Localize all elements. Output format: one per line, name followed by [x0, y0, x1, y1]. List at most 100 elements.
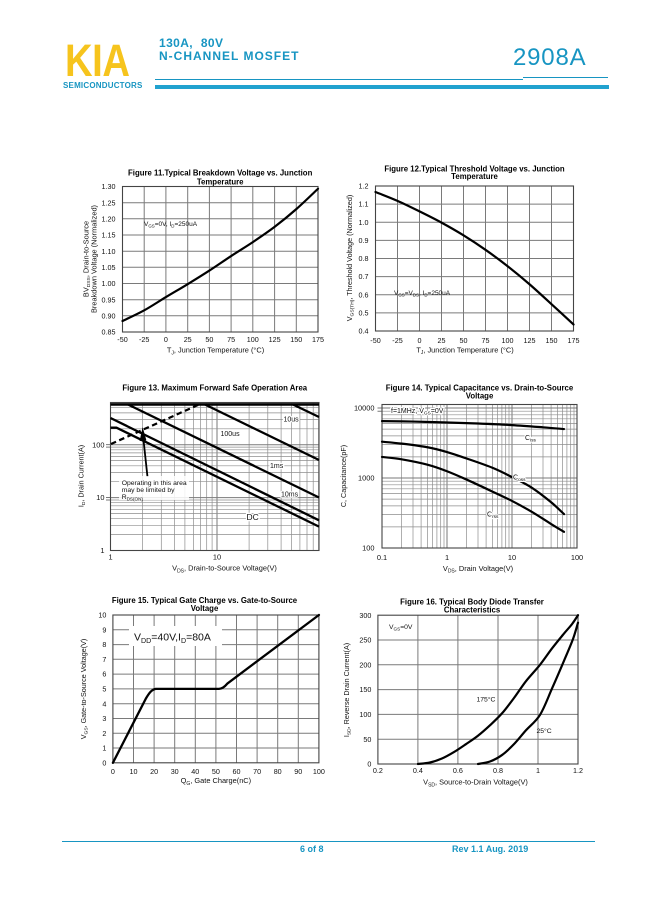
- svg-text:Figure 16. Typical Body Diode: Figure 16. Typical Body Diode Transfer: [400, 598, 544, 607]
- svg-text:Voltage: Voltage: [191, 604, 219, 613]
- svg-text:0.6: 0.6: [453, 766, 463, 775]
- svg-text:0.85: 0.85: [102, 328, 116, 337]
- svg-text:VGS(TH)​, Threshold Voltage (N: VGS(TH)​, Threshold Voltage (Normalized): [345, 195, 356, 322]
- svg-text:Operating in this area: Operating in this area: [122, 480, 187, 487]
- svg-text:10: 10: [96, 493, 104, 502]
- svg-text:75: 75: [227, 335, 235, 344]
- svg-text:1: 1: [445, 553, 449, 562]
- svg-text:VDD​=40V,ID​=80A: VDD​=40V,ID​=80A: [134, 631, 211, 645]
- svg-text:1.1: 1.1: [359, 200, 369, 209]
- svg-text:DC: DC: [247, 512, 259, 522]
- svg-text:TJ​, Junction Temperature (°C): TJ​, Junction Temperature (°C): [416, 345, 513, 356]
- svg-text:0.95: 0.95: [102, 295, 116, 304]
- svg-text:25°C: 25°C: [537, 727, 552, 735]
- svg-text:Figure 13. Maximum Forward Saf: Figure 13. Maximum Forward Safe Operatio…: [122, 384, 307, 393]
- svg-text:may be limited by: may be limited by: [122, 487, 175, 494]
- svg-text:QG​, Gate Charge(nC): QG​, Gate Charge(nC): [181, 776, 251, 787]
- svg-text:50: 50: [205, 335, 213, 344]
- svg-text:RDS(ON)​: RDS(ON)​: [122, 494, 144, 502]
- svg-text:VGS​=0V, ID​=250uA: VGS​=0V, ID​=250uA: [144, 221, 198, 229]
- svg-text:10000: 10000: [354, 404, 375, 413]
- svg-text:250: 250: [359, 636, 371, 645]
- svg-text:0: 0: [102, 758, 106, 767]
- svg-text:10us: 10us: [284, 417, 300, 424]
- svg-text:1.2: 1.2: [573, 766, 583, 775]
- svg-text:VGS​, Gate-to-Source Voltage(V: VGS​, Gate-to-Source Voltage(V): [79, 639, 90, 740]
- svg-text:0.90: 0.90: [102, 311, 116, 320]
- svg-text:0.1: 0.1: [377, 553, 387, 562]
- svg-text:150: 150: [546, 336, 558, 345]
- svg-text:1: 1: [102, 744, 106, 753]
- svg-text:5: 5: [102, 685, 106, 694]
- svg-text:1.05: 1.05: [102, 263, 116, 272]
- svg-text:0.5: 0.5: [359, 309, 369, 318]
- svg-text:1.00: 1.00: [102, 279, 116, 288]
- svg-text:100: 100: [92, 440, 104, 449]
- svg-text:-25: -25: [139, 335, 149, 344]
- svg-text:1.10: 1.10: [102, 247, 116, 256]
- svg-text:10ms: 10ms: [281, 492, 299, 499]
- svg-text:Figure 15. Typical Gate Charge: Figure 15. Typical Gate Charge vs. Gate-…: [112, 596, 298, 605]
- svg-text:1.20: 1.20: [102, 214, 116, 223]
- svg-text:10: 10: [213, 553, 221, 562]
- svg-text:100: 100: [571, 553, 583, 562]
- svg-text:20: 20: [150, 767, 158, 776]
- svg-text:VDS​, Drain-to-Source Voltage(: VDS​, Drain-to-Source Voltage(V): [172, 564, 277, 575]
- svg-text:30: 30: [171, 767, 179, 776]
- svg-text:1.15: 1.15: [102, 231, 116, 240]
- svg-text:1.0: 1.0: [359, 218, 369, 227]
- svg-text:1ms: 1ms: [270, 463, 284, 470]
- svg-text:1.2: 1.2: [359, 182, 369, 191]
- svg-text:-25: -25: [392, 336, 402, 345]
- svg-text:Temperature: Temperature: [451, 172, 498, 181]
- svg-text:Coss​: Coss​: [513, 475, 526, 484]
- svg-text:0.6: 0.6: [359, 290, 369, 299]
- svg-text:Breakdown Voltage (Normalized): Breakdown Voltage (Normalized): [89, 205, 98, 313]
- svg-text:VGS​=VDS​, ID​=250uA: VGS​=VDS​, ID​=250uA: [394, 290, 451, 298]
- svg-text:9: 9: [102, 625, 106, 634]
- svg-text:-50: -50: [117, 335, 127, 344]
- svg-text:ID​, Drain Current(A): ID​, Drain Current(A): [77, 445, 88, 507]
- svg-text:C, Capacitance(pF): C, Capacitance(pF): [339, 445, 348, 507]
- svg-text:75: 75: [482, 336, 490, 345]
- svg-text:VSD​, Source-to-Drain Voltage(: VSD​, Source-to-Drain Voltage(V): [423, 778, 528, 789]
- svg-text:175: 175: [312, 335, 324, 344]
- svg-text:100: 100: [362, 544, 374, 553]
- svg-text:100: 100: [502, 336, 514, 345]
- svg-text:2: 2: [102, 729, 106, 738]
- svg-text:100us: 100us: [221, 431, 241, 438]
- svg-text:Figure 14. Typical Capacitance: Figure 14. Typical Capacitance vs. Drain…: [386, 384, 574, 393]
- svg-text:1.25: 1.25: [102, 198, 116, 207]
- svg-text:7: 7: [102, 655, 106, 664]
- svg-text:8: 8: [102, 640, 106, 649]
- svg-text:10: 10: [130, 767, 138, 776]
- svg-text:25: 25: [184, 335, 192, 344]
- svg-text:0: 0: [111, 767, 115, 776]
- svg-text:VDS​, Drain Voltage(V): VDS​, Drain Voltage(V): [443, 564, 513, 575]
- svg-text:0.8: 0.8: [493, 766, 503, 775]
- svg-text:0: 0: [164, 335, 168, 344]
- svg-text:Figure 11.Typical Breakdown Vo: Figure 11.Typical Breakdown Voltage vs. …: [128, 169, 313, 178]
- svg-text:40: 40: [191, 767, 199, 776]
- svg-text:0: 0: [367, 760, 371, 769]
- svg-text:125: 125: [269, 335, 281, 344]
- svg-text:0.7: 0.7: [359, 272, 369, 281]
- svg-text:TJ​, Junction Temperature (°C): TJ​, Junction Temperature (°C): [167, 346, 264, 357]
- svg-text:VGS​=0V: VGS​=0V: [389, 624, 413, 632]
- svg-text:80: 80: [274, 767, 282, 776]
- svg-text:-50: -50: [370, 336, 380, 345]
- svg-text:Voltage: Voltage: [466, 391, 494, 400]
- svg-text:50: 50: [460, 336, 468, 345]
- svg-text:90: 90: [294, 767, 302, 776]
- svg-text:175: 175: [568, 336, 580, 345]
- svg-text:200: 200: [359, 660, 371, 669]
- svg-text:6: 6: [102, 670, 106, 679]
- svg-text:Figure 12.Typical Threshold Vo: Figure 12.Typical Threshold Voltage vs. …: [384, 164, 565, 173]
- svg-text:1: 1: [536, 766, 540, 775]
- svg-text:1: 1: [108, 553, 112, 562]
- svg-text:1.30: 1.30: [102, 182, 116, 191]
- svg-text:100: 100: [359, 710, 371, 719]
- svg-text:1: 1: [100, 546, 104, 555]
- svg-text:0.4: 0.4: [413, 766, 423, 775]
- svg-text:10: 10: [98, 611, 106, 620]
